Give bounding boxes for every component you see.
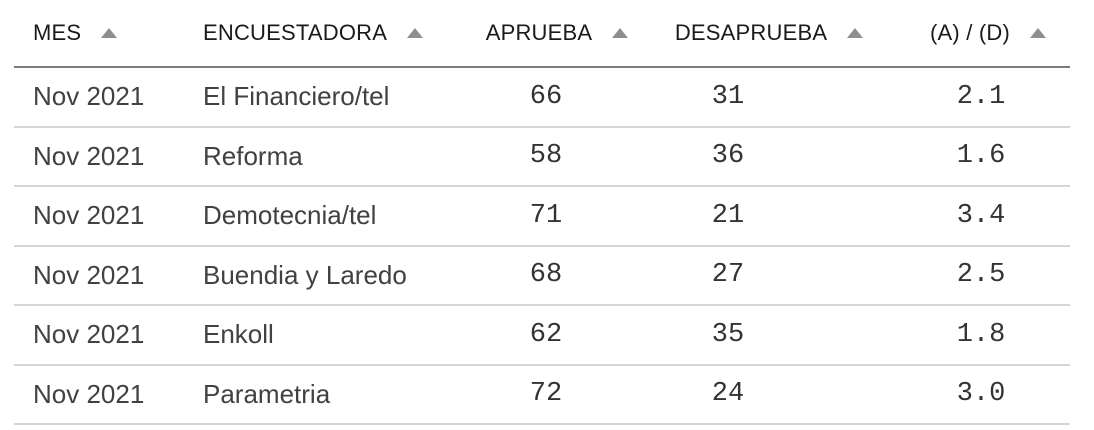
sort-ascending-icon [612, 28, 629, 38]
table-row: Nov 2021 Parametria 72 24 3.0 [14, 366, 1070, 425]
cell-ratio: 1.8 [956, 319, 1006, 350]
sort-ascending-icon [847, 28, 864, 38]
cell-desaprueba: 24 [711, 379, 745, 410]
cell-encuestadora: Enkoll [203, 319, 274, 350]
cell-encuestadora: Buendia y Laredo [203, 259, 407, 290]
cell-aprueba: 72 [529, 379, 563, 410]
cell-encuestadora: Parametria [203, 378, 331, 409]
cell-encuestadora: Demotecnia/tel [203, 200, 377, 231]
column-header-encuestadora-label: ENCUESTADORA [203, 20, 388, 45]
table-row: Nov 2021 El Financiero/tel 66 31 2.1 [14, 68, 1070, 128]
cell-ratio: 3.0 [956, 379, 1006, 410]
cell-aprueba: 68 [529, 260, 563, 291]
cell-ratio: 2.5 [956, 260, 1006, 291]
sort-ascending-icon [407, 28, 424, 38]
cell-desaprueba: 21 [711, 200, 745, 231]
cell-desaprueba: 35 [711, 319, 745, 350]
approval-ratings-table: MES ENCUESTADORA APRUEBA DESAPRUEBA (A) … [14, 0, 1070, 425]
cell-encuestadora: Reforma [203, 140, 303, 171]
cell-aprueba: 58 [529, 141, 563, 172]
cell-ratio: 2.1 [956, 81, 1006, 112]
column-header-mes[interactable]: MES [14, 20, 203, 46]
cell-encuestadora: El Financiero/tel [203, 81, 390, 112]
column-header-desaprueba[interactable]: DESAPRUEBA [646, 20, 864, 46]
cell-mes: Nov 2021 [33, 378, 145, 409]
column-header-ratio-label: (A) / (D) [929, 20, 1010, 45]
cell-aprueba: 66 [529, 81, 563, 112]
column-header-encuestadora[interactable]: ENCUESTADORA [203, 20, 446, 46]
table-row: Nov 2021 Buendia y Laredo 68 27 2.5 [14, 247, 1070, 306]
cell-ratio: 3.4 [956, 200, 1006, 231]
table-row: Nov 2021 Demotecnia/tel 71 21 3.4 [14, 187, 1070, 247]
cell-aprueba: 62 [529, 319, 563, 350]
cell-mes: Nov 2021 [33, 200, 145, 231]
cell-mes: Nov 2021 [33, 319, 145, 350]
table-row: Nov 2021 Enkoll 62 35 1.8 [14, 306, 1070, 366]
column-header-aprueba[interactable]: APRUEBA [446, 20, 646, 46]
sort-ascending-icon [1030, 28, 1046, 38]
table-header-row: MES ENCUESTADORA APRUEBA DESAPRUEBA (A) … [14, 0, 1070, 68]
cell-desaprueba: 27 [711, 260, 745, 291]
column-header-mes-label: MES [33, 20, 82, 45]
column-header-ratio[interactable]: (A) / (D) [830, 20, 1070, 46]
cell-desaprueba: 31 [711, 81, 745, 112]
table-row: Nov 2021 Reforma 58 36 1.6 [14, 128, 1070, 187]
cell-desaprueba: 36 [711, 141, 745, 172]
cell-mes: Nov 2021 [33, 140, 145, 171]
column-header-aprueba-label: APRUEBA [485, 20, 593, 45]
cell-mes: Nov 2021 [33, 259, 145, 290]
cell-aprueba: 71 [529, 200, 563, 231]
cell-mes: Nov 2021 [33, 81, 145, 112]
cell-ratio: 1.6 [956, 141, 1006, 172]
sort-ascending-icon [101, 28, 118, 38]
column-header-desaprueba-label: DESAPRUEBA [674, 20, 828, 45]
